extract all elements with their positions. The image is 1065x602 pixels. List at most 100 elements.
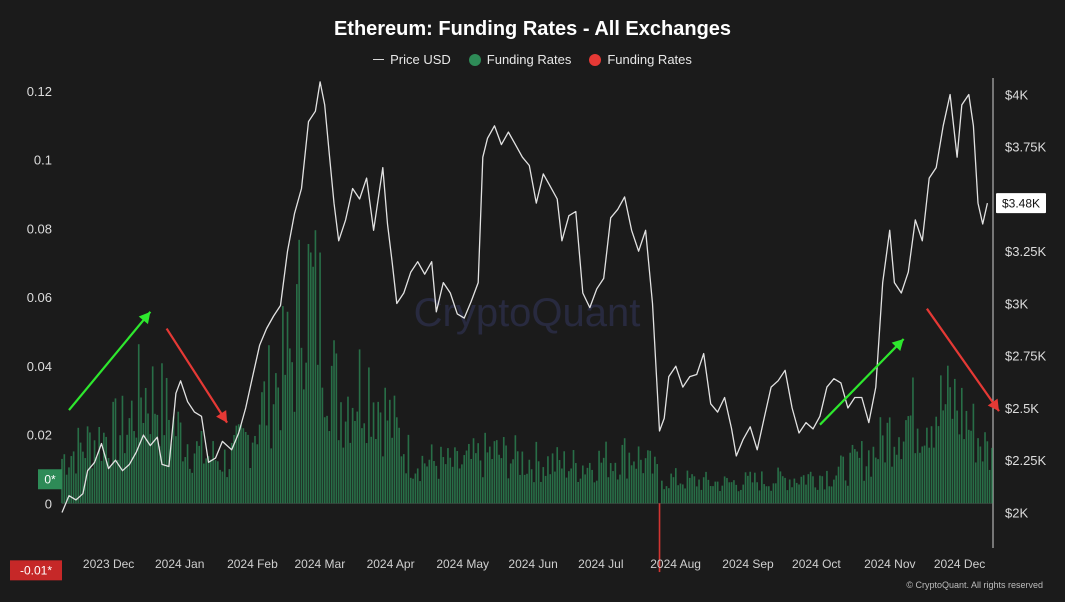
funding-bar [860, 441, 863, 504]
funding-bar [686, 470, 689, 504]
funding-bar [891, 466, 893, 504]
funding-bar [647, 450, 649, 504]
funding-bar [777, 467, 779, 504]
funding-bar [963, 439, 965, 504]
funding-bar [575, 463, 577, 504]
funding-bar [112, 401, 114, 504]
funding-bar [100, 460, 103, 504]
legend-item-price[interactable]: Price USD [373, 52, 451, 67]
funding-bar [626, 478, 628, 504]
funding-bar [691, 474, 693, 504]
legend[interactable]: Price USD Funding Rates Funding Rates [0, 52, 1065, 67]
funding-bar [665, 486, 668, 504]
funding-bar [502, 437, 505, 504]
funding-bar [856, 451, 858, 504]
funding-bar [356, 411, 359, 504]
funding-bar [214, 460, 217, 504]
funding-bar [219, 469, 221, 504]
funding-bar [758, 490, 761, 504]
funding-bar [572, 450, 575, 504]
funding-bar [602, 457, 605, 504]
x-tick-label: 2024 Jun [508, 557, 557, 571]
funding-bar [519, 474, 521, 504]
funding-bar [865, 466, 868, 504]
funding-bar [321, 387, 324, 504]
funding-bar [498, 454, 500, 504]
funding-bar [702, 477, 705, 504]
funding-bar [802, 475, 805, 504]
funding-bar [270, 448, 273, 504]
funding-bar [588, 462, 591, 504]
funding-bar [528, 459, 531, 504]
funding-bar [154, 413, 156, 504]
funding-bar [986, 441, 989, 504]
funding-bar [400, 456, 403, 504]
right-y-tick-label: $3K [1005, 296, 1028, 311]
funding-bar [663, 489, 665, 504]
funding-bar [721, 485, 724, 504]
trend-arrow-line [165, 327, 229, 424]
funding-bar [133, 431, 135, 504]
funding-bar [991, 447, 993, 504]
funding-bar [898, 437, 900, 504]
funding-bar [965, 410, 968, 504]
funding-bar [823, 489, 826, 504]
legend-item-funding-negative[interactable]: Funding Rates [589, 52, 692, 67]
funding-bar [537, 461, 540, 504]
funding-bar [581, 465, 584, 504]
funding-bar [926, 427, 928, 504]
funding-bar [568, 471, 570, 504]
funding-bar [779, 471, 782, 504]
funding-bar [442, 457, 445, 504]
funding-bar [684, 488, 686, 504]
arrow-down-icon [216, 410, 228, 423]
funding-bar [516, 451, 519, 504]
arrow-up-icon [138, 311, 151, 325]
funding-bar [128, 418, 131, 504]
funding-bar [763, 484, 765, 504]
funding-bar [747, 475, 749, 504]
funding-bar [265, 425, 268, 504]
funding-bar [893, 446, 896, 504]
funding-bar [316, 364, 319, 504]
funding-bar [521, 451, 524, 504]
funding-bar [468, 443, 470, 504]
funding-bar [972, 403, 975, 504]
funding-bar [182, 461, 184, 504]
funding-bar [863, 480, 865, 504]
funding-bar [233, 435, 235, 504]
x-tick-label: 2024 Jul [578, 557, 623, 571]
funding-bar [674, 468, 677, 504]
funding-bar [286, 311, 289, 504]
funding-bar [726, 477, 728, 504]
funding-bar [556, 447, 559, 504]
funding-bar [828, 486, 831, 504]
chart-title: Ethereum: Funding Rates - All Exchanges [333, 18, 732, 40]
funding-bar [365, 443, 368, 504]
x-tick-label: 2024 Sep [722, 557, 774, 571]
funding-bar [558, 460, 561, 504]
funding-bar [849, 452, 851, 504]
funding-bar [226, 477, 228, 504]
funding-bar [858, 457, 861, 504]
price-line[interactable] [61, 81, 989, 513]
funding-bar [282, 306, 284, 504]
funding-bar [709, 486, 712, 504]
funding-bar [351, 407, 354, 504]
funding-bar [337, 440, 340, 504]
left-y-tick-label: 0.08 [27, 221, 52, 236]
funding-bar [361, 428, 363, 504]
trend-arrow-line [819, 338, 905, 426]
left-y-tick-label: 0.1 [34, 153, 52, 168]
funding-bar [451, 466, 454, 504]
funding-bar [379, 412, 382, 504]
funding-bar [203, 463, 205, 504]
funding-bar [960, 387, 963, 504]
funding-bar [651, 473, 654, 504]
funding-bar [914, 453, 917, 504]
funding-bar [900, 459, 903, 504]
funding-bar [842, 456, 845, 504]
legend-item-funding-positive[interactable]: Funding Rates [468, 52, 571, 67]
funding-bar [668, 488, 670, 504]
